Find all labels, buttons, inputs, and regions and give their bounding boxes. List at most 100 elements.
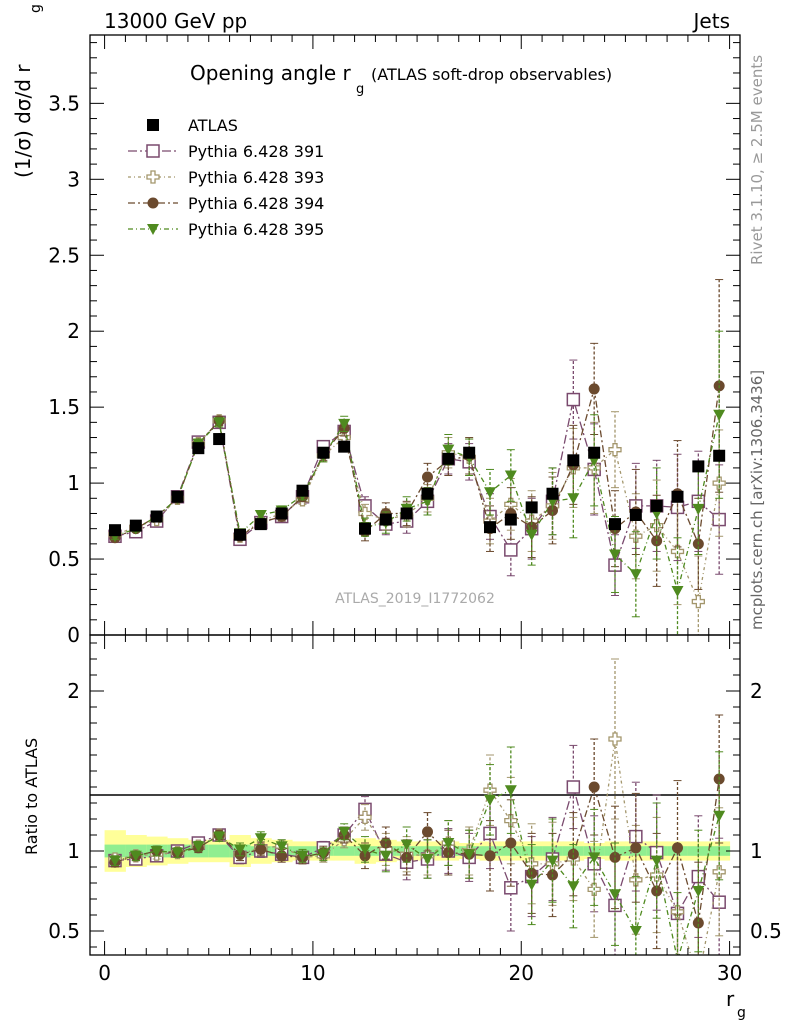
data-point xyxy=(234,528,246,541)
ratio-y-tick-label-left: 1 xyxy=(67,839,80,863)
ratio-point-pythia-6-428-394 xyxy=(255,843,267,855)
ratio-point-pythia-6-428-394 xyxy=(401,851,413,863)
data-point xyxy=(713,449,726,462)
data-point xyxy=(192,442,205,455)
data-point xyxy=(275,507,288,520)
ratio-series-layer xyxy=(108,658,726,985)
ratio-point-pythia-6-428-395 xyxy=(692,886,705,897)
x-tick-label: 10 xyxy=(300,961,325,985)
plot-title: Opening angle r g (ATLAS soft-drop obser… xyxy=(190,61,612,97)
point-pythia-6-428-393 xyxy=(608,443,622,457)
ratio-point-pythia-6-428-395 xyxy=(484,794,496,806)
top-y-tick-label: 1 xyxy=(67,471,80,495)
point-pythia-6-428-394 xyxy=(651,535,663,547)
point-pythia-6-428-394 xyxy=(422,471,433,483)
ratio-line-pythia-6-428-395 xyxy=(114,789,720,955)
ratio-point-pythia-6-428-395 xyxy=(171,847,184,859)
ratio-y-tick-label-right: 2 xyxy=(750,679,763,703)
ratio-point-pythia-6-428-394 xyxy=(672,842,683,854)
ratio-point-pythia-6-428-395 xyxy=(525,879,538,891)
data-point xyxy=(504,513,517,526)
ratio-point-pythia-6-428-395 xyxy=(504,785,517,797)
ratio-point-pythia-6-428-393 xyxy=(692,973,704,985)
point-pythia-6-428-395 xyxy=(713,409,726,421)
legend-label-pythia-6-428-391: Pythia 6.428 391 xyxy=(188,142,324,161)
point-pythia-6-428-395 xyxy=(692,503,705,515)
axis-ticks: 0 10 20 30 0 0.5 1 1.5 2 2.5 3 3.5 0.5 0.5 1 1 2 2 xyxy=(48,35,782,985)
ratio-point-pythia-6-428-395 xyxy=(442,838,455,849)
data-point xyxy=(484,521,496,534)
ratio-point-pythia-6-428-395 xyxy=(150,846,163,857)
legend-label-pythia-6-428-393: Pythia 6.428 393 xyxy=(188,168,324,187)
ratio-y-tick-label-left: 2 xyxy=(67,679,80,703)
ratio-point-pythia-6-428-395 xyxy=(359,844,371,856)
point-pythia-6-428-395 xyxy=(671,585,684,597)
legend-marker-pythia-6-428-395 xyxy=(147,224,159,235)
data-point xyxy=(442,452,455,465)
data-point xyxy=(692,460,705,473)
data-point xyxy=(109,524,121,537)
ratio-point-pythia-6-428-391 xyxy=(504,881,518,895)
top-y-tick-label: 1.5 xyxy=(48,395,80,419)
data-point xyxy=(317,446,330,459)
point-pythia-6-428-394 xyxy=(547,504,558,516)
ratio-point-pythia-6-428-395 xyxy=(338,826,351,838)
xlabel-sub: g xyxy=(737,1005,746,1021)
ratio-point-pythia-6-428-395 xyxy=(234,844,246,856)
point-pythia-6-428-395 xyxy=(629,569,642,581)
ratio-point-pythia-6-428-395 xyxy=(129,850,142,862)
point-pythia-6-428-395 xyxy=(504,470,517,482)
ratio-point-pythia-6-428-395 xyxy=(379,850,392,862)
data-point xyxy=(379,513,392,526)
ratio-point-pythia-6-428-394 xyxy=(567,848,579,860)
data-point xyxy=(463,446,476,459)
ratio-band-inner xyxy=(208,844,231,858)
point-pythia-6-428-391 xyxy=(566,392,581,407)
ratio-point-pythia-6-428-395 xyxy=(213,831,226,843)
x-tick-label: 30 xyxy=(717,961,742,985)
data-point xyxy=(609,518,621,531)
series-line-pythia-6-428-395 xyxy=(114,414,720,594)
ratio-point-pythia-6-428-395 xyxy=(588,852,601,864)
ratio-point-pythia-6-428-395 xyxy=(567,881,580,893)
point-pythia-6-428-395 xyxy=(525,529,538,541)
top-y-tick-label: 0.5 xyxy=(48,547,80,571)
title-sub: g xyxy=(356,82,364,97)
data-point xyxy=(213,433,226,446)
data-point xyxy=(650,499,663,512)
point-pythia-6-428-395 xyxy=(567,493,580,505)
header-right: Jets xyxy=(692,9,730,33)
x-tick-label: 0 xyxy=(98,961,111,985)
legend-label-pythia-6-428-395: Pythia 6.428 395 xyxy=(188,220,324,239)
ratio-point-pythia-6-428-395 xyxy=(400,839,413,851)
analysis-id: ATLAS_2019_I1772062 xyxy=(335,591,495,607)
data-point xyxy=(546,487,559,500)
ratio-point-pythia-6-428-394 xyxy=(380,837,392,849)
ratio-point-pythia-6-428-395 xyxy=(650,855,663,867)
ratio-point-pythia-6-428-395 xyxy=(421,854,434,865)
ratio-point-pythia-6-428-395 xyxy=(296,850,309,862)
ratio-band-inner xyxy=(333,846,356,856)
series-pythia-6-428-391 xyxy=(108,359,726,597)
point-pythia-6-428-393 xyxy=(691,594,705,609)
data-point xyxy=(525,501,538,514)
legend-marker-atlas xyxy=(147,119,159,131)
ratio-point-pythia-6-428-391 xyxy=(566,780,581,794)
legend-marker-pythia-6-428-391 xyxy=(146,144,160,158)
point-pythia-6-428-391 xyxy=(504,543,518,557)
series-pythia-6-428-394 xyxy=(109,279,725,590)
data-point xyxy=(567,454,580,467)
ratio-point-pythia-6-428-393 xyxy=(358,810,372,825)
top-y-tick-label: 3 xyxy=(67,167,80,191)
point-pythia-6-428-393 xyxy=(358,506,372,521)
top-ylabel-sub: g xyxy=(28,4,44,13)
ratio-series-pythia-6-428-391 xyxy=(108,744,726,955)
mcplots-label: mcplots.cern.ch [arXiv:1306.3436] xyxy=(748,370,766,630)
ratio-point-pythia-6-428-395 xyxy=(713,810,726,822)
top-series-layer xyxy=(108,279,726,635)
ratio-point-pythia-6-428-395 xyxy=(192,841,205,853)
series-line-pythia-6-428-391 xyxy=(114,399,720,568)
ratio-point-pythia-6-428-393 xyxy=(608,732,622,746)
data-point xyxy=(338,440,351,453)
